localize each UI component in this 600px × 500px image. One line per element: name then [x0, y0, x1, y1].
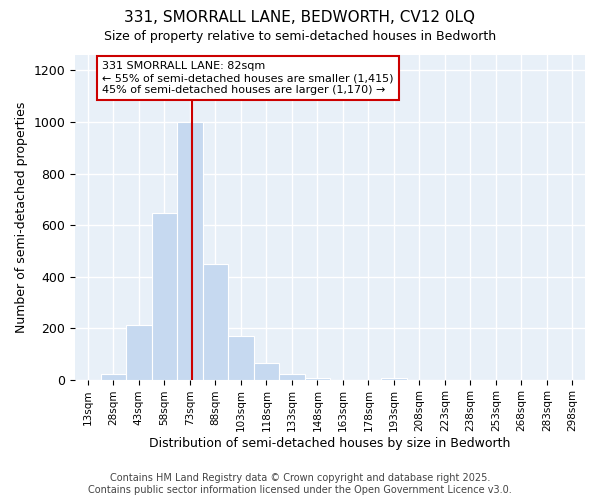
Bar [152, 214, 177, 380]
Bar [305, 378, 330, 380]
Text: Contains HM Land Registry data © Crown copyright and database right 2025.
Contai: Contains HM Land Registry data © Crown c… [88, 474, 512, 495]
Bar [254, 363, 279, 380]
X-axis label: Distribution of semi-detached houses by size in Bedworth: Distribution of semi-detached houses by … [149, 437, 511, 450]
Bar [203, 264, 228, 380]
Bar [279, 374, 305, 380]
Bar [101, 374, 126, 380]
Text: 331 SMORRALL LANE: 82sqm
← 55% of semi-detached houses are smaller (1,415)
45% o: 331 SMORRALL LANE: 82sqm ← 55% of semi-d… [103, 62, 394, 94]
Text: 331, SMORRALL LANE, BEDWORTH, CV12 0LQ: 331, SMORRALL LANE, BEDWORTH, CV12 0LQ [125, 10, 476, 25]
Bar [381, 378, 407, 380]
Text: Size of property relative to semi-detached houses in Bedworth: Size of property relative to semi-detach… [104, 30, 496, 43]
Bar [228, 336, 254, 380]
Bar [177, 122, 203, 380]
Y-axis label: Number of semi-detached properties: Number of semi-detached properties [15, 102, 28, 333]
Bar [126, 326, 152, 380]
